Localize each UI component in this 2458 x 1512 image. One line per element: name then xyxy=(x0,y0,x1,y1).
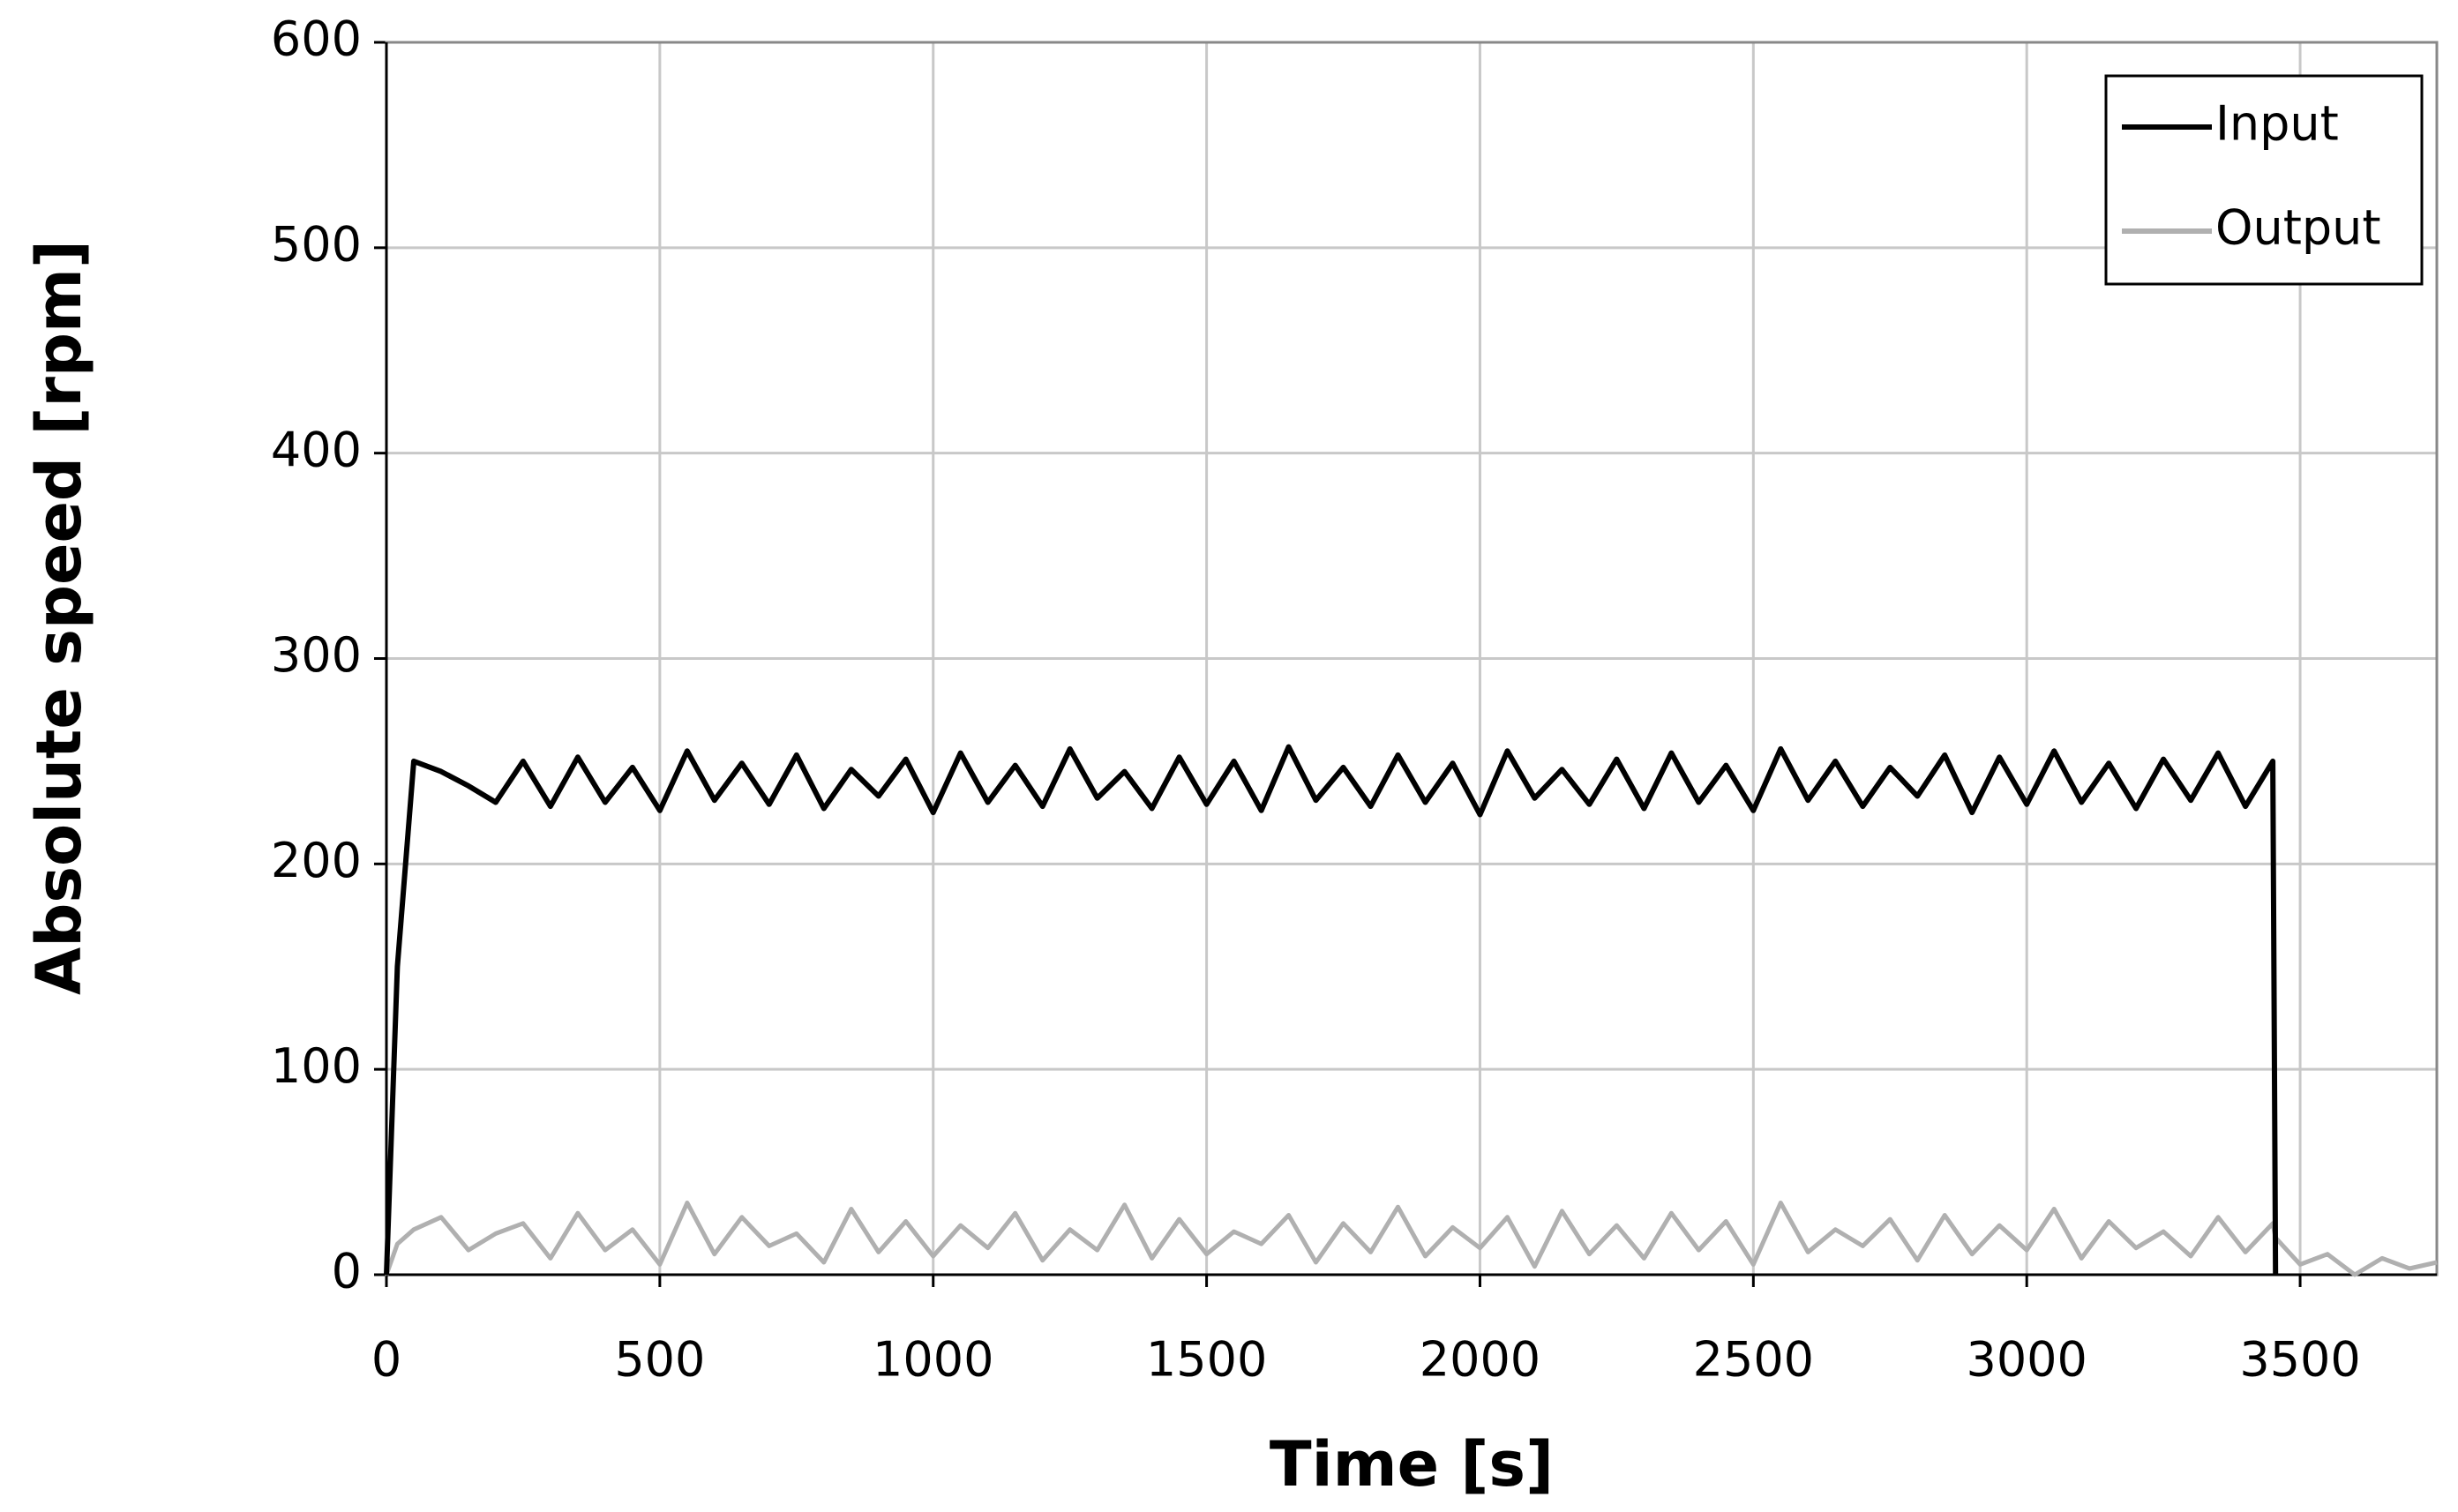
x-tick-label: 1000 xyxy=(873,1332,993,1388)
data-line xyxy=(384,744,2279,1276)
y-tick-label: 500 xyxy=(271,216,362,272)
x-tick-label: 3500 xyxy=(2239,1332,2360,1388)
x-tick-label: 500 xyxy=(614,1332,705,1388)
y-tick-label: 300 xyxy=(271,627,362,683)
y-tick-label: 100 xyxy=(271,1038,362,1094)
legend-box xyxy=(2104,74,2424,286)
x-tick-label: 0 xyxy=(371,1332,401,1388)
x-tick-label: 3000 xyxy=(1966,1332,2087,1388)
x-tick-label: 2000 xyxy=(1420,1332,1540,1388)
y-tick-label: 200 xyxy=(271,833,362,888)
x-axis-title: Time [s] xyxy=(1270,1428,1554,1501)
y-tick-label: 0 xyxy=(332,1244,362,1299)
y-axis-title: Absolute speed [rpm] xyxy=(23,240,95,995)
legend-label: Input xyxy=(2215,96,2339,152)
y-tick-label: 600 xyxy=(271,11,362,67)
x-tick-label: 2500 xyxy=(1693,1332,1814,1388)
legend-label: Output xyxy=(2215,200,2381,256)
y-tick-label: 400 xyxy=(271,422,362,477)
x-tick-label: 1500 xyxy=(1146,1332,1267,1388)
data-line xyxy=(384,1201,2438,1277)
